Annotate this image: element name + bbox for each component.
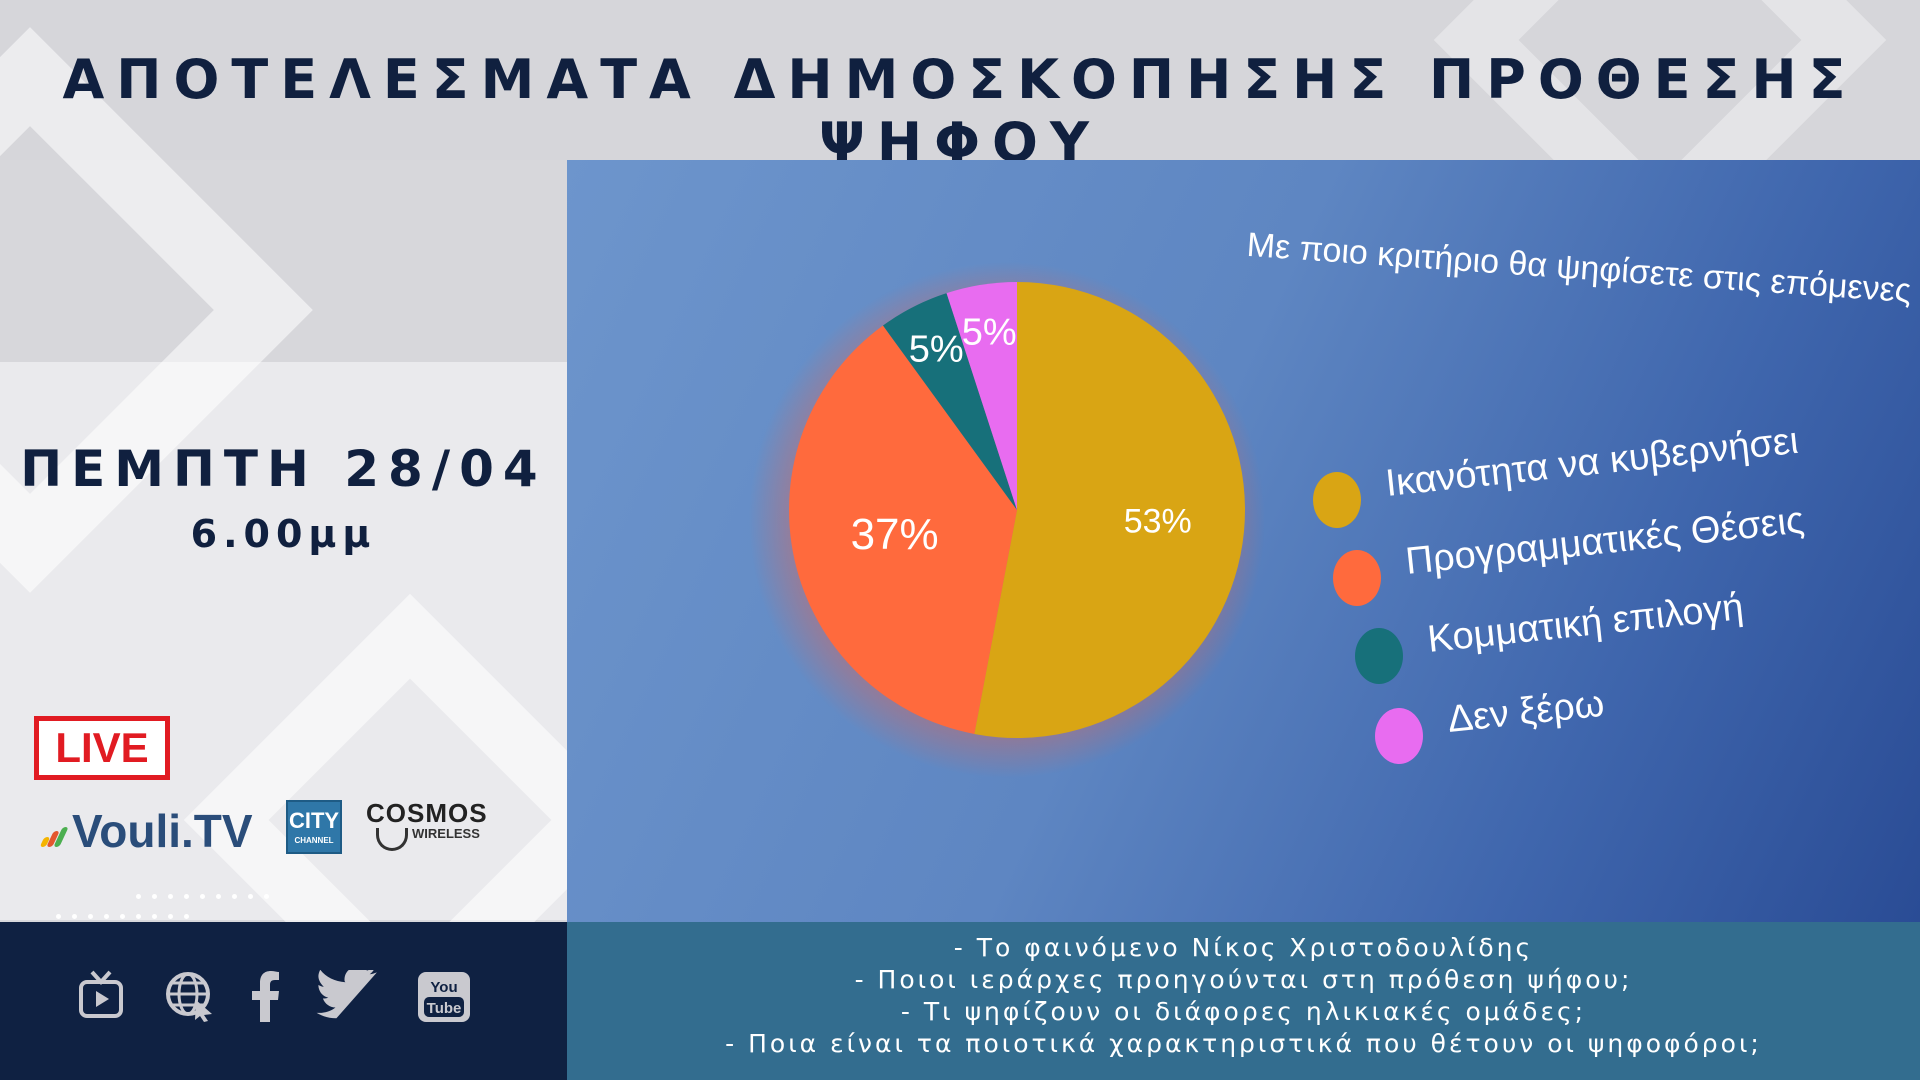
slice-value-label: 37% bbox=[851, 510, 939, 559]
pie-slice bbox=[882, 293, 1017, 510]
legend-label: Δεν ξέρω bbox=[1446, 683, 1607, 741]
legend-swatch bbox=[1355, 628, 1403, 684]
legend-label: Κομματική επιλογή bbox=[1426, 586, 1746, 661]
city-logo-subtext: CHANNEL bbox=[294, 836, 334, 845]
cosmos-logo-subtext: WIRELESS bbox=[412, 826, 480, 841]
legend-swatch bbox=[1375, 708, 1423, 764]
headline-item: - Ποιοι ιεράρχες προηγούνται στη πρόθεση… bbox=[854, 965, 1633, 994]
cosmos-logo-text: COSMOS bbox=[366, 798, 488, 828]
cosmos-wireless-logo[interactable]: COSMOS WIRELESS bbox=[362, 798, 488, 852]
legend-label: Ικανότητα να κυβερνήσει bbox=[1384, 420, 1801, 505]
pie-slice bbox=[974, 282, 1245, 738]
headline-list: - Το φαινόμενο Νίκος Χριστοδουλίδης - Πο… bbox=[567, 932, 1920, 1060]
twitter-icon[interactable] bbox=[316, 967, 378, 1026]
slice-value-label: 5% bbox=[909, 329, 964, 371]
city-channel-logo[interactable]: CITY CHANNEL bbox=[286, 800, 342, 854]
headline-item: - Ποια είναι τα ποιοτικά χαρακτηριστικά … bbox=[725, 1029, 1762, 1058]
pie-slices: 53% 37% 5%5% bbox=[749, 262, 1265, 778]
footer-social-bar bbox=[0, 922, 567, 1080]
chart-title: Με ποιο κριτήριο θα ψηφίσετε στις επόμεν… bbox=[1246, 226, 1920, 332]
vouli-mark-icon bbox=[39, 821, 69, 847]
legend-swatch bbox=[1313, 472, 1361, 528]
city-logo-text: CITY bbox=[288, 808, 340, 833]
headline-item: - Τι ψηφίζουν οι διάφορες ηλικιακές ομάδ… bbox=[900, 997, 1587, 1026]
youtube-text-top: You bbox=[430, 979, 457, 996]
wireless-wave-icon bbox=[376, 828, 408, 851]
page-title: ΑΠΟΤΕΛΕΣΜΑΤΑ ΔΗΜΟΣΚΟΠΗΣΗΣ ΠΡΟΘΕΣΗΣ ΨΗΦΟΥ bbox=[62, 48, 1858, 174]
youtube-text-bottom: Tube bbox=[427, 1000, 462, 1017]
pie-chart: Με ποιο κριτήριο θα ψηφίσετε στις επόμεν… bbox=[749, 226, 1920, 778]
legend-label: Προγραμματικές Θέσεις bbox=[1404, 499, 1807, 583]
pie-slice bbox=[789, 325, 1017, 734]
vouli-tv-logo[interactable]: Vouli.TV bbox=[39, 804, 253, 858]
vouli-logo-text: Vouli.TV bbox=[72, 805, 253, 857]
slice-value-label: 5% bbox=[962, 311, 1017, 353]
legend-swatch bbox=[1333, 550, 1381, 606]
tv-play-icon[interactable] bbox=[78, 970, 124, 1026]
headline-item: - Το φαινόμενο Νίκος Χριστοδουλίδης bbox=[953, 933, 1534, 962]
live-badge: LIVE bbox=[34, 716, 170, 780]
broadcast-time: 6.00μμ bbox=[190, 512, 377, 556]
slice-value-label: 53% bbox=[1124, 502, 1192, 540]
broadcast-date: ΠΕΜΠΤΗ 28/04 bbox=[20, 440, 547, 498]
globe-icon[interactable] bbox=[164, 970, 216, 1026]
facebook-icon[interactable] bbox=[250, 970, 280, 1026]
youtube-icon[interactable]: You Tube bbox=[416, 970, 472, 1028]
chart-panel: Με ποιο κριτήριο θα ψηφίσετε στις επόμεν… bbox=[567, 160, 1920, 922]
pie-slice bbox=[946, 282, 1017, 510]
footer-headlines-bar bbox=[567, 922, 1920, 1080]
